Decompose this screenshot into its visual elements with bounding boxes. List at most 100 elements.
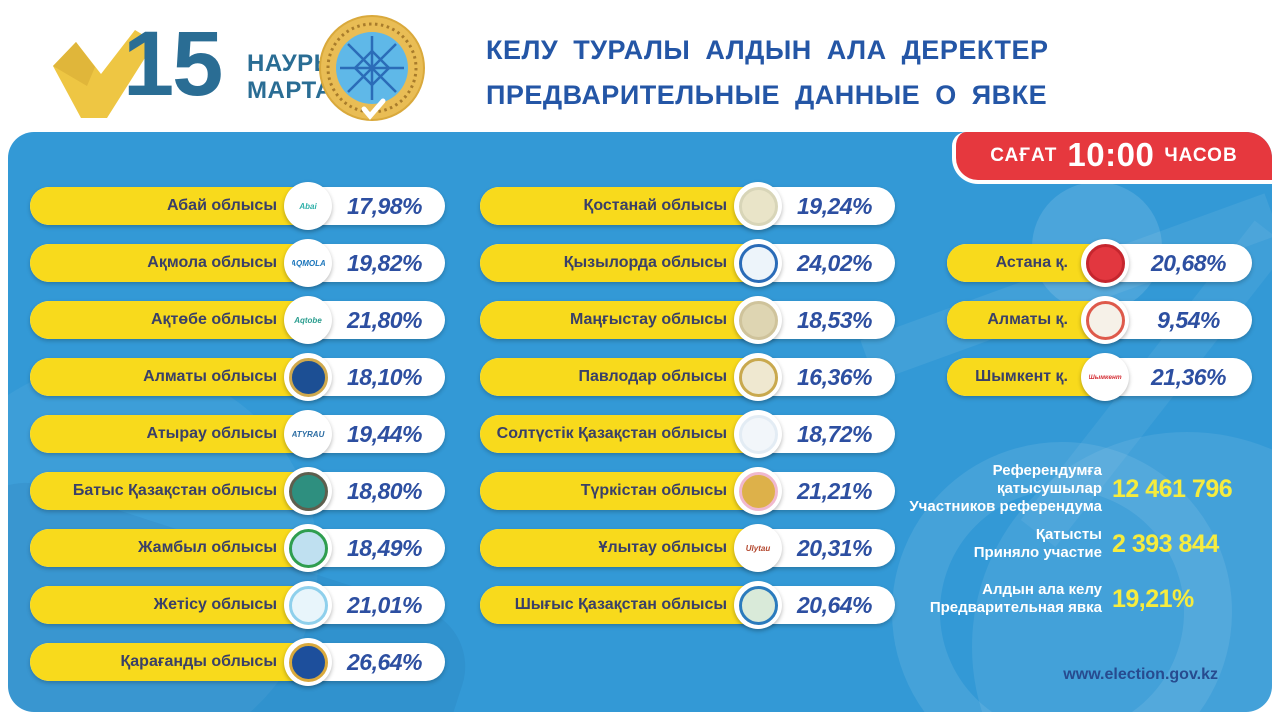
region-name: Павлодар облысы [578,368,727,385]
title-line-kk: КЕЛУ ТУРАЛЫ АЛДЫН АЛА ДЕРЕКТЕР [486,35,1049,65]
region-turnout-value: 17,98% [346,193,423,219]
region-row-karaganda: Қарағанды облысы 26,64% [30,638,445,686]
abai-region-emblem-icon: Abai [284,182,332,230]
region-name: Шымкент қ. [975,368,1068,385]
region-name: Алматы облысы [143,368,277,385]
region-row-pavlodar: Павлодар облысы 16,36% [480,353,895,401]
region-name: Ақтөбе облысы [150,311,277,328]
region-name: Атырау облысы [146,425,277,442]
election-commission-emblem-icon [319,15,425,121]
website-url: www.election.gov.kz [1063,666,1218,683]
region-turnout-value: 20,68% [1150,250,1227,276]
stat-turnout: Алдын ала келу Предварительная явка 19,2… [888,576,1260,622]
stat-label: Алдын ала келу Предварительная явка [929,581,1102,616]
stat-participants: Референдумға қатысушылар Участников рефе… [888,462,1260,515]
region-row-kyzylorda: Қызылорда облысы 24,02% [480,239,895,287]
region-row-shymkent-city: Шымкент қ. Шымкент 21,36% [947,353,1252,401]
region-name: Жамбыл облысы [138,539,277,556]
east-kazakhstan-region-emblem-icon [734,581,782,629]
region-name: Түркістан облысы [580,482,727,499]
almaty-region-emblem-icon [284,353,332,401]
region-row-almaty-region: Алматы облысы 18,10% [30,353,445,401]
region-turnout-value: 21,36% [1150,364,1227,390]
region-turnout-value: 9,54% [1157,307,1220,333]
region-row-zhetisu: Жетісу облысы 21,01% [30,581,445,629]
region-turnout-value: 16,36% [796,364,873,390]
region-row-zhambyl: Жамбыл облысы 18,49% [30,524,445,572]
region-name: Қостанай облысы [583,197,727,214]
region-row-almaty-city: Алматы қ. 9,54% [947,296,1252,344]
west-kazakhstan-region-emblem-icon [284,467,332,515]
region-name: Алматы қ. [987,311,1068,328]
kyzylorda-region-emblem-icon [734,239,782,287]
march-15-logo: 15 НАУРЫЗ МАРТА [45,13,353,123]
time-suffix: ЧАСОВ [1164,145,1238,166]
ulytau-region-emblem-icon: Ulytau [734,524,782,572]
region-name: Маңғыстау облысы [569,311,727,328]
region-turnout-value: 24,02% [796,250,873,276]
stat-took-part: Қатысты Приняло участие 2 393 844 [888,521,1260,567]
region-turnout-value: 21,01% [346,592,423,618]
almaty-city-emblem-icon [1081,296,1129,344]
zhambyl-region-emblem-icon [284,524,332,572]
pavlodar-region-emblem-icon [734,353,782,401]
checkmark-icon [53,30,155,118]
atyrau-region-emblem-icon: ATYRAU [284,410,332,458]
region-turnout-value: 19,82% [346,250,423,276]
stat-value: 2 393 844 [1112,529,1219,558]
stat-label: Референдумға қатысушылар Участников рефе… [909,462,1102,515]
aqtobe-region-emblem-icon: Aqtobe [284,296,332,344]
region-row-aqmola: Ақмола облысы AQMOLA 19,82% [30,239,445,287]
region-turnout-value: 21,80% [346,307,423,333]
stat-label: Қатысты Приняло участие [973,526,1102,561]
mangystau-region-emblem-icon [734,296,782,344]
shymkent-city-emblem-icon: Шымкент [1081,353,1129,401]
time-badge: САҒАТ 10:00 ЧАСОВ [952,132,1272,184]
region-name: Батыс Қазақстан облысы [72,482,277,499]
region-row-ulytau: Ұлытау облысы Ulytau 20,31% [480,524,895,572]
region-row-atyrau: Атырау облысы ATYRAU 19,44% [30,410,445,458]
region-turnout-value: 18,10% [346,364,423,390]
region-turnout-value: 21,21% [796,478,873,504]
region-row-turkestan: Түркістан облысы 21,21% [480,467,895,515]
time-value: 10:00 [1067,136,1155,173]
region-row-kostanay: Қостанай облысы 19,24% [480,182,895,230]
region-turnout-value: 18,53% [796,307,873,333]
decorative-ray [860,193,1272,382]
turkestan-region-emblem-icon [734,467,782,515]
region-name: Астана қ. [995,254,1068,271]
aqmola-region-emblem-icon: AQMOLA [284,239,332,287]
region-turnout-value: 18,49% [346,535,423,561]
region-turnout-value: 19,24% [796,193,873,219]
region-turnout-value: 20,64% [796,592,873,618]
karaganda-region-emblem-icon [284,638,332,686]
region-row-mangystau: Маңғыстау облысы 18,53% [480,296,895,344]
region-name: Ұлытау облысы [598,539,727,556]
time-prefix: САҒАТ [990,145,1058,166]
region-row-aqtobe: Ақтөбе облысы Aqtobe 21,80% [30,296,445,344]
north-kazakhstan-region-emblem-icon [734,410,782,458]
region-turnout-value: 26,64% [346,649,423,675]
region-turnout-value: 18,72% [796,421,873,447]
zhetisu-region-emblem-icon [284,581,332,629]
region-name: Ақмола облысы [147,254,277,271]
region-row-abai: Абай облысы Abai 17,98% [30,182,445,230]
header: 15 НАУРЫЗ МАРТА КЕЛУ ТУРАЛЫ АЛДЫН АЛА ДЕ… [0,0,1280,132]
region-turnout-value: 19,44% [346,421,423,447]
region-name: Қарағанды облысы [120,653,277,670]
region-row-north-kazakhstan: Солтүстік Қазақстан облысы 18,72% [480,410,895,458]
region-row-west-kazakhstan: Батыс Қазақстан облысы 18,80% [30,467,445,515]
region-name: Жетісу облысы [153,596,277,613]
logo-number: 15 [123,13,223,115]
region-name: Шығыс Қазақстан облысы [514,596,727,613]
stat-value: 12 461 796 [1112,474,1233,503]
title-line-ru: ПРЕДВАРИТЕЛЬНЫЕ ДАННЫЕ О ЯВКЕ [486,80,1048,110]
region-name: Солтүстік Қазақстан облысы [496,425,727,442]
region-turnout-value: 18,80% [346,478,423,504]
astana-city-emblem-icon [1081,239,1129,287]
page-title: КЕЛУ ТУРАЛЫ АЛДЫН АЛА ДЕРЕКТЕР ПРЕДВАРИТ… [486,28,1049,118]
region-turnout-value: 20,31% [796,535,873,561]
data-panel: САҒАТ 10:00 ЧАСОВ Абай облысы Abai 17,98… [8,132,1272,712]
stat-value: 19,21% [1112,584,1194,613]
